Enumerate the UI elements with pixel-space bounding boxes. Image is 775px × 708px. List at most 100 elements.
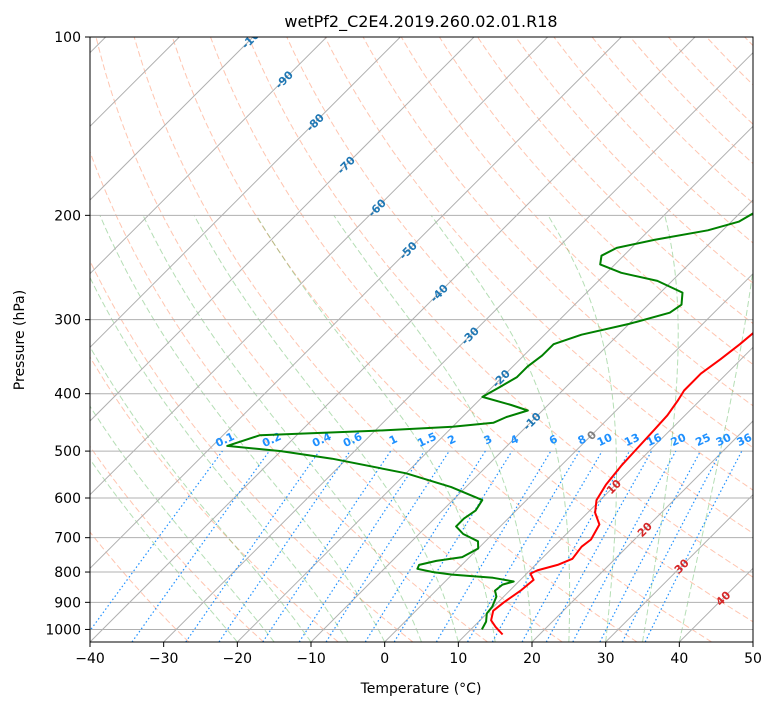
mixing-ratio-line — [131, 450, 270, 642]
y-tick-label: 600 — [54, 491, 81, 507]
mixing-ratio-label: 2 — [446, 432, 458, 447]
mixing-ratio-label: 30 — [714, 431, 734, 449]
y-tick-label: 300 — [54, 313, 81, 329]
isotherm-line — [90, 37, 549, 496]
dry-adiabat-line — [400, 37, 753, 407]
dry-adiabat-line — [90, 150, 488, 642]
moist-adiabat-line — [193, 215, 459, 642]
y-tick-label: 500 — [54, 444, 81, 460]
isotherm-line — [236, 125, 753, 642]
isotherm-line — [605, 493, 753, 642]
dry-adiabat-line — [90, 445, 264, 642]
mixing-ratio-line — [545, 450, 653, 642]
dry-adiabat-line — [95, 37, 563, 642]
isotherm-line — [678, 567, 753, 642]
dry-adiabat-line — [248, 37, 753, 578]
isotherm-line — [90, 37, 475, 422]
mixing-ratio-line — [325, 450, 450, 642]
mixing-ratio-line — [572, 450, 677, 642]
dry-adiabat-line — [90, 531, 190, 642]
mixing-ratio-label: 20 — [669, 431, 689, 449]
dry-adiabat-line — [438, 37, 753, 366]
x-axis-label: Temperature (°C) — [360, 681, 482, 697]
moist-adiabat-line — [90, 345, 312, 642]
mixing-ratio-label: 4 — [508, 432, 521, 447]
y-tick-label: 1000 — [45, 622, 81, 638]
dry-adiabat-line — [706, 37, 753, 86]
x-tick-label: 30 — [597, 651, 615, 667]
y-tick-label: 200 — [54, 208, 81, 224]
y-axis: 100 200 300 400 500 600 700 800 900 1000 — [45, 30, 90, 638]
isotherm-line — [310, 199, 753, 642]
mixing-ratio-line — [218, 450, 351, 642]
mixing-ratio-line — [262, 450, 392, 642]
mixing-ratio-line — [466, 450, 580, 642]
x-tick-label: −20 — [223, 651, 253, 667]
y-axis-label: Pressure (hPa) — [12, 290, 28, 390]
isotherm-label: -70 — [335, 154, 358, 177]
dry-adiabat-line — [210, 37, 753, 623]
x-axis: −40 −30 −20 −10 0 10 20 30 40 50 — [75, 642, 762, 667]
isotherm-line — [90, 37, 622, 570]
isotherm-line — [752, 641, 753, 642]
mixing-ratio-line — [185, 450, 320, 642]
x-tick-label: 10 — [449, 651, 467, 667]
x-tick-label: 0 — [380, 651, 389, 667]
mixing-ratio-label: 0.2 — [260, 430, 283, 450]
moist-adiabat-line — [333, 215, 533, 642]
isotherm-line — [90, 37, 696, 642]
mixing-ratio-label: 6 — [547, 432, 560, 447]
mixing-ratio-label: 13 — [622, 431, 641, 449]
dry-adiabat-line — [668, 37, 753, 125]
mixing-ratio-line — [435, 450, 552, 642]
mixing-ratio-label: 16 — [644, 431, 664, 449]
isotherm-line — [163, 51, 753, 642]
isotherm-label: -90 — [273, 68, 296, 91]
dry-adiabats — [90, 37, 753, 642]
x-tick-label: 20 — [523, 651, 541, 667]
mixing-ratio-line — [644, 450, 743, 642]
dewpoint-line — [226, 212, 753, 630]
mixing-ratio-line — [393, 450, 513, 642]
series-lines — [226, 212, 753, 636]
y-tick-label: 800 — [54, 565, 81, 581]
chart-title: wetPf2_C2E4.2019.260.02.01.R18 — [284, 12, 557, 32]
mixing-ratio-label: 1.5 — [415, 430, 438, 450]
mixing-ratio-label: 10 — [595, 431, 615, 449]
x-tick-label: −40 — [75, 651, 105, 667]
plot-area: -100-90-80-70-60-50-40-30-20-10010203040… — [90, 37, 755, 642]
dry-adiabat-line — [515, 37, 753, 284]
x-tick-label: 40 — [670, 651, 688, 667]
moist-adiabat-line — [547, 215, 617, 642]
y-tick-label: 100 — [54, 30, 81, 46]
dry-adiabat-line — [90, 259, 414, 642]
grid-lines — [90, 37, 753, 630]
x-tick-label: −30 — [149, 651, 179, 667]
moist-adiabat-line — [642, 215, 679, 642]
moist-adiabat-line — [678, 265, 753, 642]
x-tick-label: 50 — [744, 651, 762, 667]
dry-adiabat-line — [591, 37, 753, 204]
temperature-line — [490, 331, 753, 636]
isotherm-line — [90, 37, 328, 275]
plot-frame — [89, 36, 754, 643]
isotherm-line — [457, 346, 753, 642]
y-tick-label: 400 — [54, 387, 81, 403]
y-tick-label: 700 — [54, 531, 81, 547]
mixing-ratio-label: 25 — [693, 431, 712, 449]
isotherm-line — [531, 420, 753, 642]
mixing-ratio-line — [298, 450, 425, 642]
mixing-ratio-label: 36 — [735, 431, 755, 449]
dry-adiabat-line — [133, 37, 638, 642]
isotherm-line — [90, 37, 254, 201]
moist-adiabat-line — [90, 458, 238, 642]
y-tick-label: 900 — [54, 595, 81, 611]
dry-adiabat-line — [744, 37, 753, 47]
isotherms — [90, 37, 753, 642]
mixing-ratio-label: 3 — [482, 432, 494, 447]
x-tick-label: −10 — [296, 651, 326, 667]
mixing-ratio-line — [521, 450, 631, 642]
mixing-ratio-line — [90, 450, 223, 632]
dry-adiabat-line — [90, 356, 339, 642]
